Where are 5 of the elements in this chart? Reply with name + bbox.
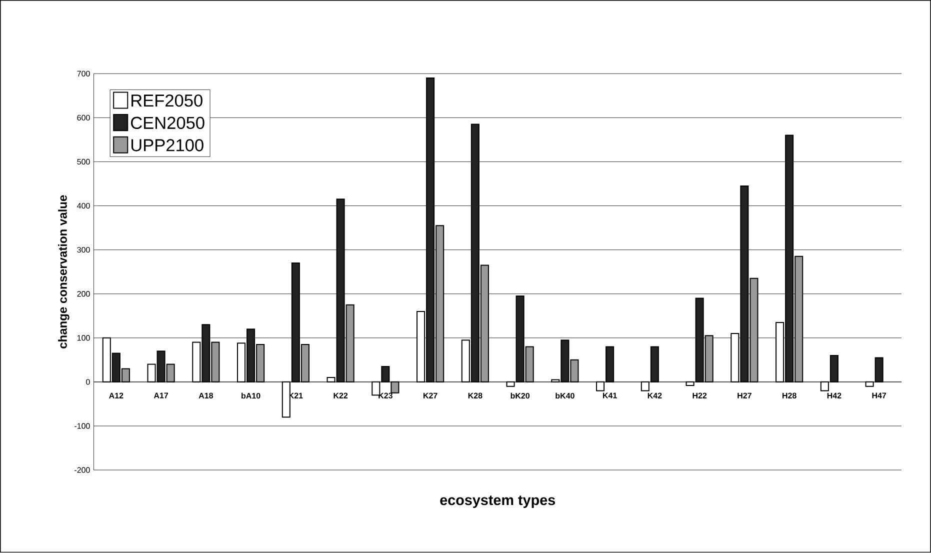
y-axis-title: change conservation value xyxy=(58,195,70,349)
legend-label: CEN2050 xyxy=(131,116,204,130)
legend-label: REF2050 xyxy=(132,94,202,107)
x-axis-title: ecosystem types xyxy=(440,496,556,508)
legend-label: UPP2100 xyxy=(131,139,204,152)
